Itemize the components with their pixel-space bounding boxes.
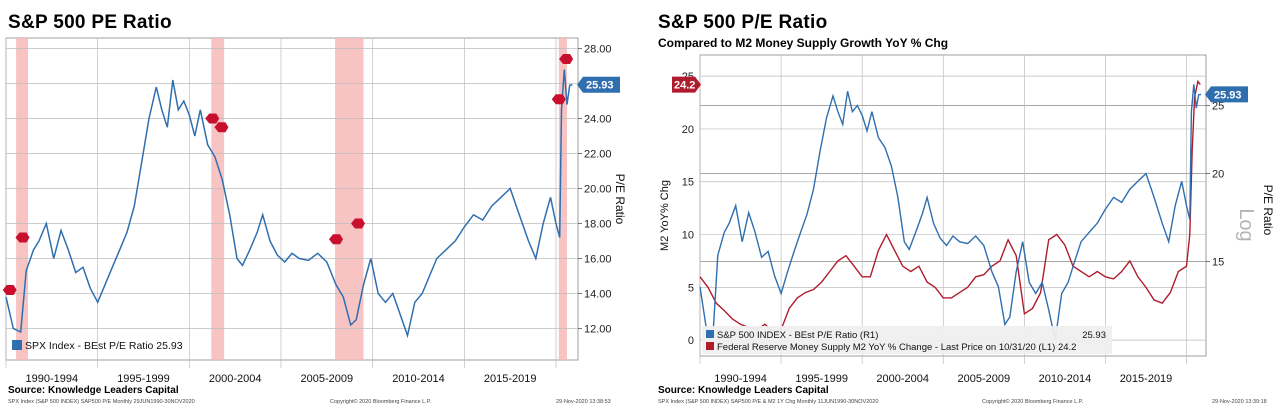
- pe-ratio-chart: 12.0014.0016.0018.0020.0022.0024.0026.00…: [2, 37, 627, 385]
- event-marker: [205, 113, 220, 124]
- last-value-label-right: 25.93: [1214, 89, 1242, 101]
- last-value-tag-left: [672, 76, 701, 93]
- event-marker: [2, 285, 17, 295]
- y-tick-label: 12.00: [584, 324, 612, 336]
- y-left-tick-label: 15: [682, 177, 694, 189]
- legend-entry-m2: Federal Reserve Money Supply M2 YoY % Ch…: [717, 342, 1076, 353]
- y-right-tick-label: 25: [1212, 101, 1224, 113]
- footer-series-info: SPX Index (S&P 500 INDEX) SAP500 P/E Mon…: [8, 399, 195, 405]
- pe-ratio-line: [5, 69, 573, 339]
- x-tick-label: 2005-2009: [301, 373, 354, 385]
- y-left-tick-label: 5: [688, 282, 694, 294]
- log-scale-label: Log: [1235, 208, 1257, 241]
- y-tick-label: 16.00: [584, 254, 612, 266]
- event-marker: [214, 122, 229, 133]
- x-tick-label: 1990-1994: [26, 373, 79, 385]
- right-chart-panel: S&P 500 P/E Ratio Compared to M2 Money S…: [650, 0, 1280, 416]
- x-tick-label: 1995-1999: [795, 373, 848, 385]
- pe-vs-m2-chart: 05101520251520251990-19941995-19992000-2…: [659, 54, 1275, 385]
- y-tick-label: 28.00: [584, 44, 612, 56]
- chart-title: S&P 500 PE Ratio: [8, 12, 172, 33]
- x-tick-label: 1995-1999: [117, 373, 170, 385]
- event-marker: [559, 54, 574, 64]
- footer-timestamp: 29-Nov-2020 13:38:53: [556, 399, 611, 405]
- y-right-axis-label: P/E Ratio: [1261, 185, 1275, 236]
- chart-source: Source: Knowledge Leaders Capital: [8, 385, 179, 396]
- recession-band: [335, 38, 364, 360]
- x-tick-label: 2010-2014: [392, 373, 445, 385]
- legend-entry-pe: S&P 500 INDEX - BEst P/E Ratio (R1): [717, 330, 878, 341]
- x-tick-label: 2000-2004: [876, 373, 929, 385]
- event-marker: [551, 94, 566, 105]
- footer-series-info: SPX Index (S&P 500 INDEX) SAP500 P/E & M…: [658, 399, 879, 405]
- legend-value-pe: 25.93: [1082, 330, 1106, 341]
- last-value-label-left: 24.2: [674, 80, 695, 92]
- legend-swatch-pe: [706, 330, 714, 338]
- left-chart-panel: S&P 500 PE Ratio 12.00 14.00 16.00 18.00 20.…: [2, 12, 627, 405]
- y-left-axis-label: M2 YoY% Chg: [659, 180, 671, 251]
- pe-ratio-line: [699, 84, 1202, 340]
- x-tick-label: 2005-2009: [958, 373, 1011, 385]
- legend-swatch: [12, 340, 22, 350]
- x-tick-label: 2015-2019: [1120, 373, 1173, 385]
- y-right-tick-label: 15: [1212, 256, 1224, 268]
- recession-band: [211, 38, 225, 360]
- last-value-tag-right: [1205, 86, 1248, 103]
- chart-title: S&P 500 P/E Ratio: [658, 12, 828, 33]
- event-marker: [329, 234, 343, 245]
- event-marker: [15, 232, 30, 243]
- y-tick-label: 14.00: [584, 289, 612, 301]
- y-left-tick-label: 10: [682, 230, 694, 242]
- y-tick-label: 20.00: [584, 184, 612, 196]
- event-marker: [351, 218, 365, 229]
- y-right-tick-label: 20: [1212, 169, 1224, 181]
- footer-timestamp: 29-Nov-2020 13:39:18: [1212, 399, 1267, 405]
- y-tick-label: 24.00: [584, 114, 612, 126]
- x-tick-label: 2000-2004: [209, 373, 262, 385]
- legend-swatch-m2: [706, 342, 714, 350]
- last-value-label: 25.93: [586, 80, 614, 92]
- y-axis-label: P/E Ratio: [613, 174, 627, 225]
- recession-band: [16, 38, 28, 360]
- x-tick-label: 2015-2019: [484, 373, 537, 385]
- legend-entry: SPX Index - BEst P/E Ratio 25.93: [25, 340, 183, 352]
- x-tick-label: 2010-2014: [1039, 373, 1092, 385]
- recession-band: [558, 38, 567, 360]
- legend-box: [702, 326, 1112, 354]
- y-tick-label: 18.00: [584, 219, 612, 231]
- y-left-tick-label: 20: [682, 124, 694, 136]
- footer-copyright: Copyright© 2020 Bloomberg Finance L.P.: [330, 399, 432, 405]
- m2-growth-line: [699, 79, 1201, 333]
- chart-source: Source: Knowledge Leaders Capital: [658, 385, 829, 396]
- chart-subtitle: Compared to M2 Money Supply Growth YoY %…: [658, 36, 949, 50]
- footer-copyright: Copyright© 2020 Bloomberg Finance L.P.: [982, 399, 1084, 405]
- x-tick-label: 1990-1994: [714, 373, 767, 385]
- plot-area: [5, 37, 579, 361]
- y-tick-label: 22.00: [584, 149, 612, 161]
- plot-area: [699, 54, 1207, 357]
- last-value-tag: [577, 76, 620, 93]
- y-left-tick-label: 0: [688, 335, 694, 347]
